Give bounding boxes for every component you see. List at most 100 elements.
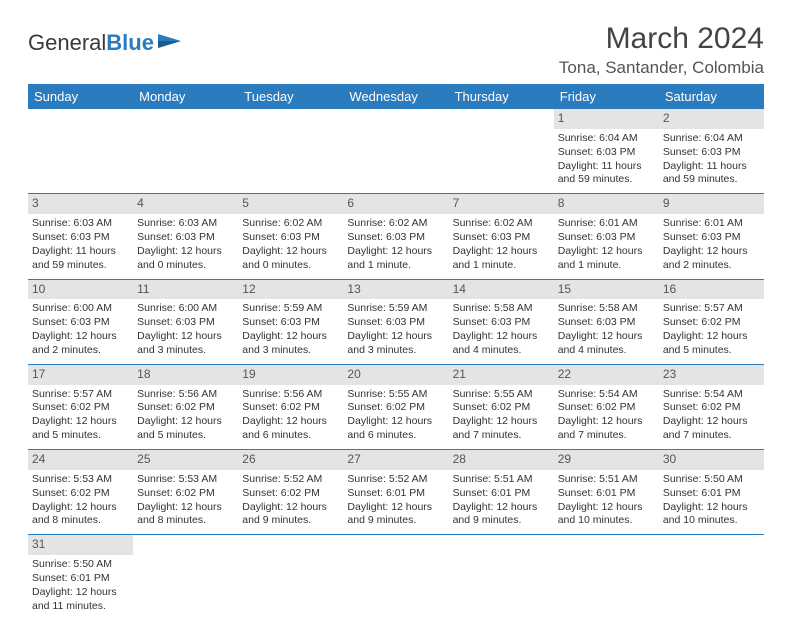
calendar-cell xyxy=(449,109,554,194)
daylight: Daylight: 12 hours xyxy=(347,415,444,429)
daylight: Daylight: 12 hours xyxy=(137,245,234,259)
calendar-cell: 31Sunrise: 5:50 AMSunset: 6:01 PMDayligh… xyxy=(28,535,133,620)
sunrise: Sunrise: 5:53 AM xyxy=(137,473,234,487)
calendar-cell: 23Sunrise: 5:54 AMSunset: 6:02 PMDayligh… xyxy=(659,364,764,449)
day-number: 1 xyxy=(554,109,659,129)
day-number: 24 xyxy=(28,450,133,470)
calendar-cell: 11Sunrise: 6:00 AMSunset: 6:03 PMDayligh… xyxy=(133,279,238,364)
daylight: and 8 minutes. xyxy=(137,514,234,528)
daylight: Daylight: 12 hours xyxy=(32,330,129,344)
sunrise: Sunrise: 6:04 AM xyxy=(558,132,655,146)
daylight: Daylight: 12 hours xyxy=(453,330,550,344)
day-number: 25 xyxy=(133,450,238,470)
daylight: and 9 minutes. xyxy=(453,514,550,528)
daylight: and 7 minutes. xyxy=(453,429,550,443)
daylight: Daylight: 12 hours xyxy=(453,415,550,429)
sunrise: Sunrise: 5:59 AM xyxy=(347,302,444,316)
calendar-cell: 21Sunrise: 5:55 AMSunset: 6:02 PMDayligh… xyxy=(449,364,554,449)
sunset: Sunset: 6:03 PM xyxy=(242,231,339,245)
calendar-cell: 4Sunrise: 6:03 AMSunset: 6:03 PMDaylight… xyxy=(133,194,238,279)
calendar-cell: 15Sunrise: 5:58 AMSunset: 6:03 PMDayligh… xyxy=(554,279,659,364)
calendar-cell xyxy=(343,535,448,620)
calendar-cell: 14Sunrise: 5:58 AMSunset: 6:03 PMDayligh… xyxy=(449,279,554,364)
daylight: and 5 minutes. xyxy=(663,344,760,358)
day-header: Tuesday xyxy=(238,84,343,109)
daylight: and 3 minutes. xyxy=(242,344,339,358)
sunrise: Sunrise: 6:03 AM xyxy=(32,217,129,231)
sunset: Sunset: 6:03 PM xyxy=(32,316,129,330)
day-header: Sunday xyxy=(28,84,133,109)
sunrise: Sunrise: 5:55 AM xyxy=(347,388,444,402)
sunrise: Sunrise: 6:01 AM xyxy=(663,217,760,231)
sunrise: Sunrise: 6:01 AM xyxy=(558,217,655,231)
sunset: Sunset: 6:02 PM xyxy=(242,487,339,501)
sunrise: Sunrise: 5:54 AM xyxy=(663,388,760,402)
calendar-cell: 22Sunrise: 5:54 AMSunset: 6:02 PMDayligh… xyxy=(554,364,659,449)
day-number: 28 xyxy=(449,450,554,470)
daylight: and 0 minutes. xyxy=(137,259,234,273)
daylight: Daylight: 12 hours xyxy=(453,245,550,259)
daylight: Daylight: 12 hours xyxy=(663,501,760,515)
daylight: and 10 minutes. xyxy=(558,514,655,528)
sunset: Sunset: 6:03 PM xyxy=(137,316,234,330)
daylight: and 6 minutes. xyxy=(347,429,444,443)
day-number: 18 xyxy=(133,365,238,385)
calendar-cell: 16Sunrise: 5:57 AMSunset: 6:02 PMDayligh… xyxy=(659,279,764,364)
sunset: Sunset: 6:02 PM xyxy=(242,401,339,415)
daylight: Daylight: 12 hours xyxy=(453,501,550,515)
daylight: Daylight: 12 hours xyxy=(32,501,129,515)
daylight: and 59 minutes. xyxy=(32,259,129,273)
calendar-cell: 8Sunrise: 6:01 AMSunset: 6:03 PMDaylight… xyxy=(554,194,659,279)
day-number: 8 xyxy=(554,194,659,214)
daylight: and 5 minutes. xyxy=(32,429,129,443)
daylight: and 1 minute. xyxy=(558,259,655,273)
sunrise: Sunrise: 5:56 AM xyxy=(242,388,339,402)
sunset: Sunset: 6:01 PM xyxy=(663,487,760,501)
daylight: and 59 minutes. xyxy=(558,173,655,187)
calendar-cell: 7Sunrise: 6:02 AMSunset: 6:03 PMDaylight… xyxy=(449,194,554,279)
daylight: Daylight: 12 hours xyxy=(32,415,129,429)
calendar-cell: 3Sunrise: 6:03 AMSunset: 6:03 PMDaylight… xyxy=(28,194,133,279)
sunset: Sunset: 6:01 PM xyxy=(558,487,655,501)
day-number: 2 xyxy=(659,109,764,129)
day-number: 16 xyxy=(659,280,764,300)
calendar-cell: 24Sunrise: 5:53 AMSunset: 6:02 PMDayligh… xyxy=(28,450,133,535)
day-number: 21 xyxy=(449,365,554,385)
sunrise: Sunrise: 5:53 AM xyxy=(32,473,129,487)
day-number: 9 xyxy=(659,194,764,214)
calendar-cell: 29Sunrise: 5:51 AMSunset: 6:01 PMDayligh… xyxy=(554,450,659,535)
sunrise: Sunrise: 5:59 AM xyxy=(242,302,339,316)
daylight: and 7 minutes. xyxy=(663,429,760,443)
sunrise: Sunrise: 5:57 AM xyxy=(32,388,129,402)
calendar-cell: 18Sunrise: 5:56 AMSunset: 6:02 PMDayligh… xyxy=(133,364,238,449)
daylight: and 2 minutes. xyxy=(663,259,760,273)
sunset: Sunset: 6:03 PM xyxy=(347,231,444,245)
calendar-cell xyxy=(238,109,343,194)
day-number: 30 xyxy=(659,450,764,470)
daylight: Daylight: 12 hours xyxy=(32,586,129,600)
daylight: and 10 minutes. xyxy=(663,514,760,528)
sunset: Sunset: 6:03 PM xyxy=(32,231,129,245)
flag-icon xyxy=(157,30,183,56)
daylight: Daylight: 12 hours xyxy=(137,501,234,515)
sunrise: Sunrise: 5:51 AM xyxy=(453,473,550,487)
sunset: Sunset: 6:01 PM xyxy=(347,487,444,501)
day-number: 27 xyxy=(343,450,448,470)
calendar-cell xyxy=(449,535,554,620)
page-header: GeneralBlue March 2024 Tona, Santander, … xyxy=(28,22,764,78)
calendar-cell: 25Sunrise: 5:53 AMSunset: 6:02 PMDayligh… xyxy=(133,450,238,535)
calendar-table: SundayMondayTuesdayWednesdayThursdayFrid… xyxy=(28,84,764,620)
sunset: Sunset: 6:02 PM xyxy=(558,401,655,415)
logo-text-1: General xyxy=(28,30,106,56)
calendar-cell xyxy=(238,535,343,620)
daylight: and 1 minute. xyxy=(347,259,444,273)
day-number: 6 xyxy=(343,194,448,214)
daylight: and 4 minutes. xyxy=(453,344,550,358)
day-number: 3 xyxy=(28,194,133,214)
day-header: Wednesday xyxy=(343,84,448,109)
daylight: Daylight: 12 hours xyxy=(242,245,339,259)
day-number: 15 xyxy=(554,280,659,300)
day-number: 29 xyxy=(554,450,659,470)
month-title: March 2024 xyxy=(559,22,764,56)
calendar-cell xyxy=(659,535,764,620)
